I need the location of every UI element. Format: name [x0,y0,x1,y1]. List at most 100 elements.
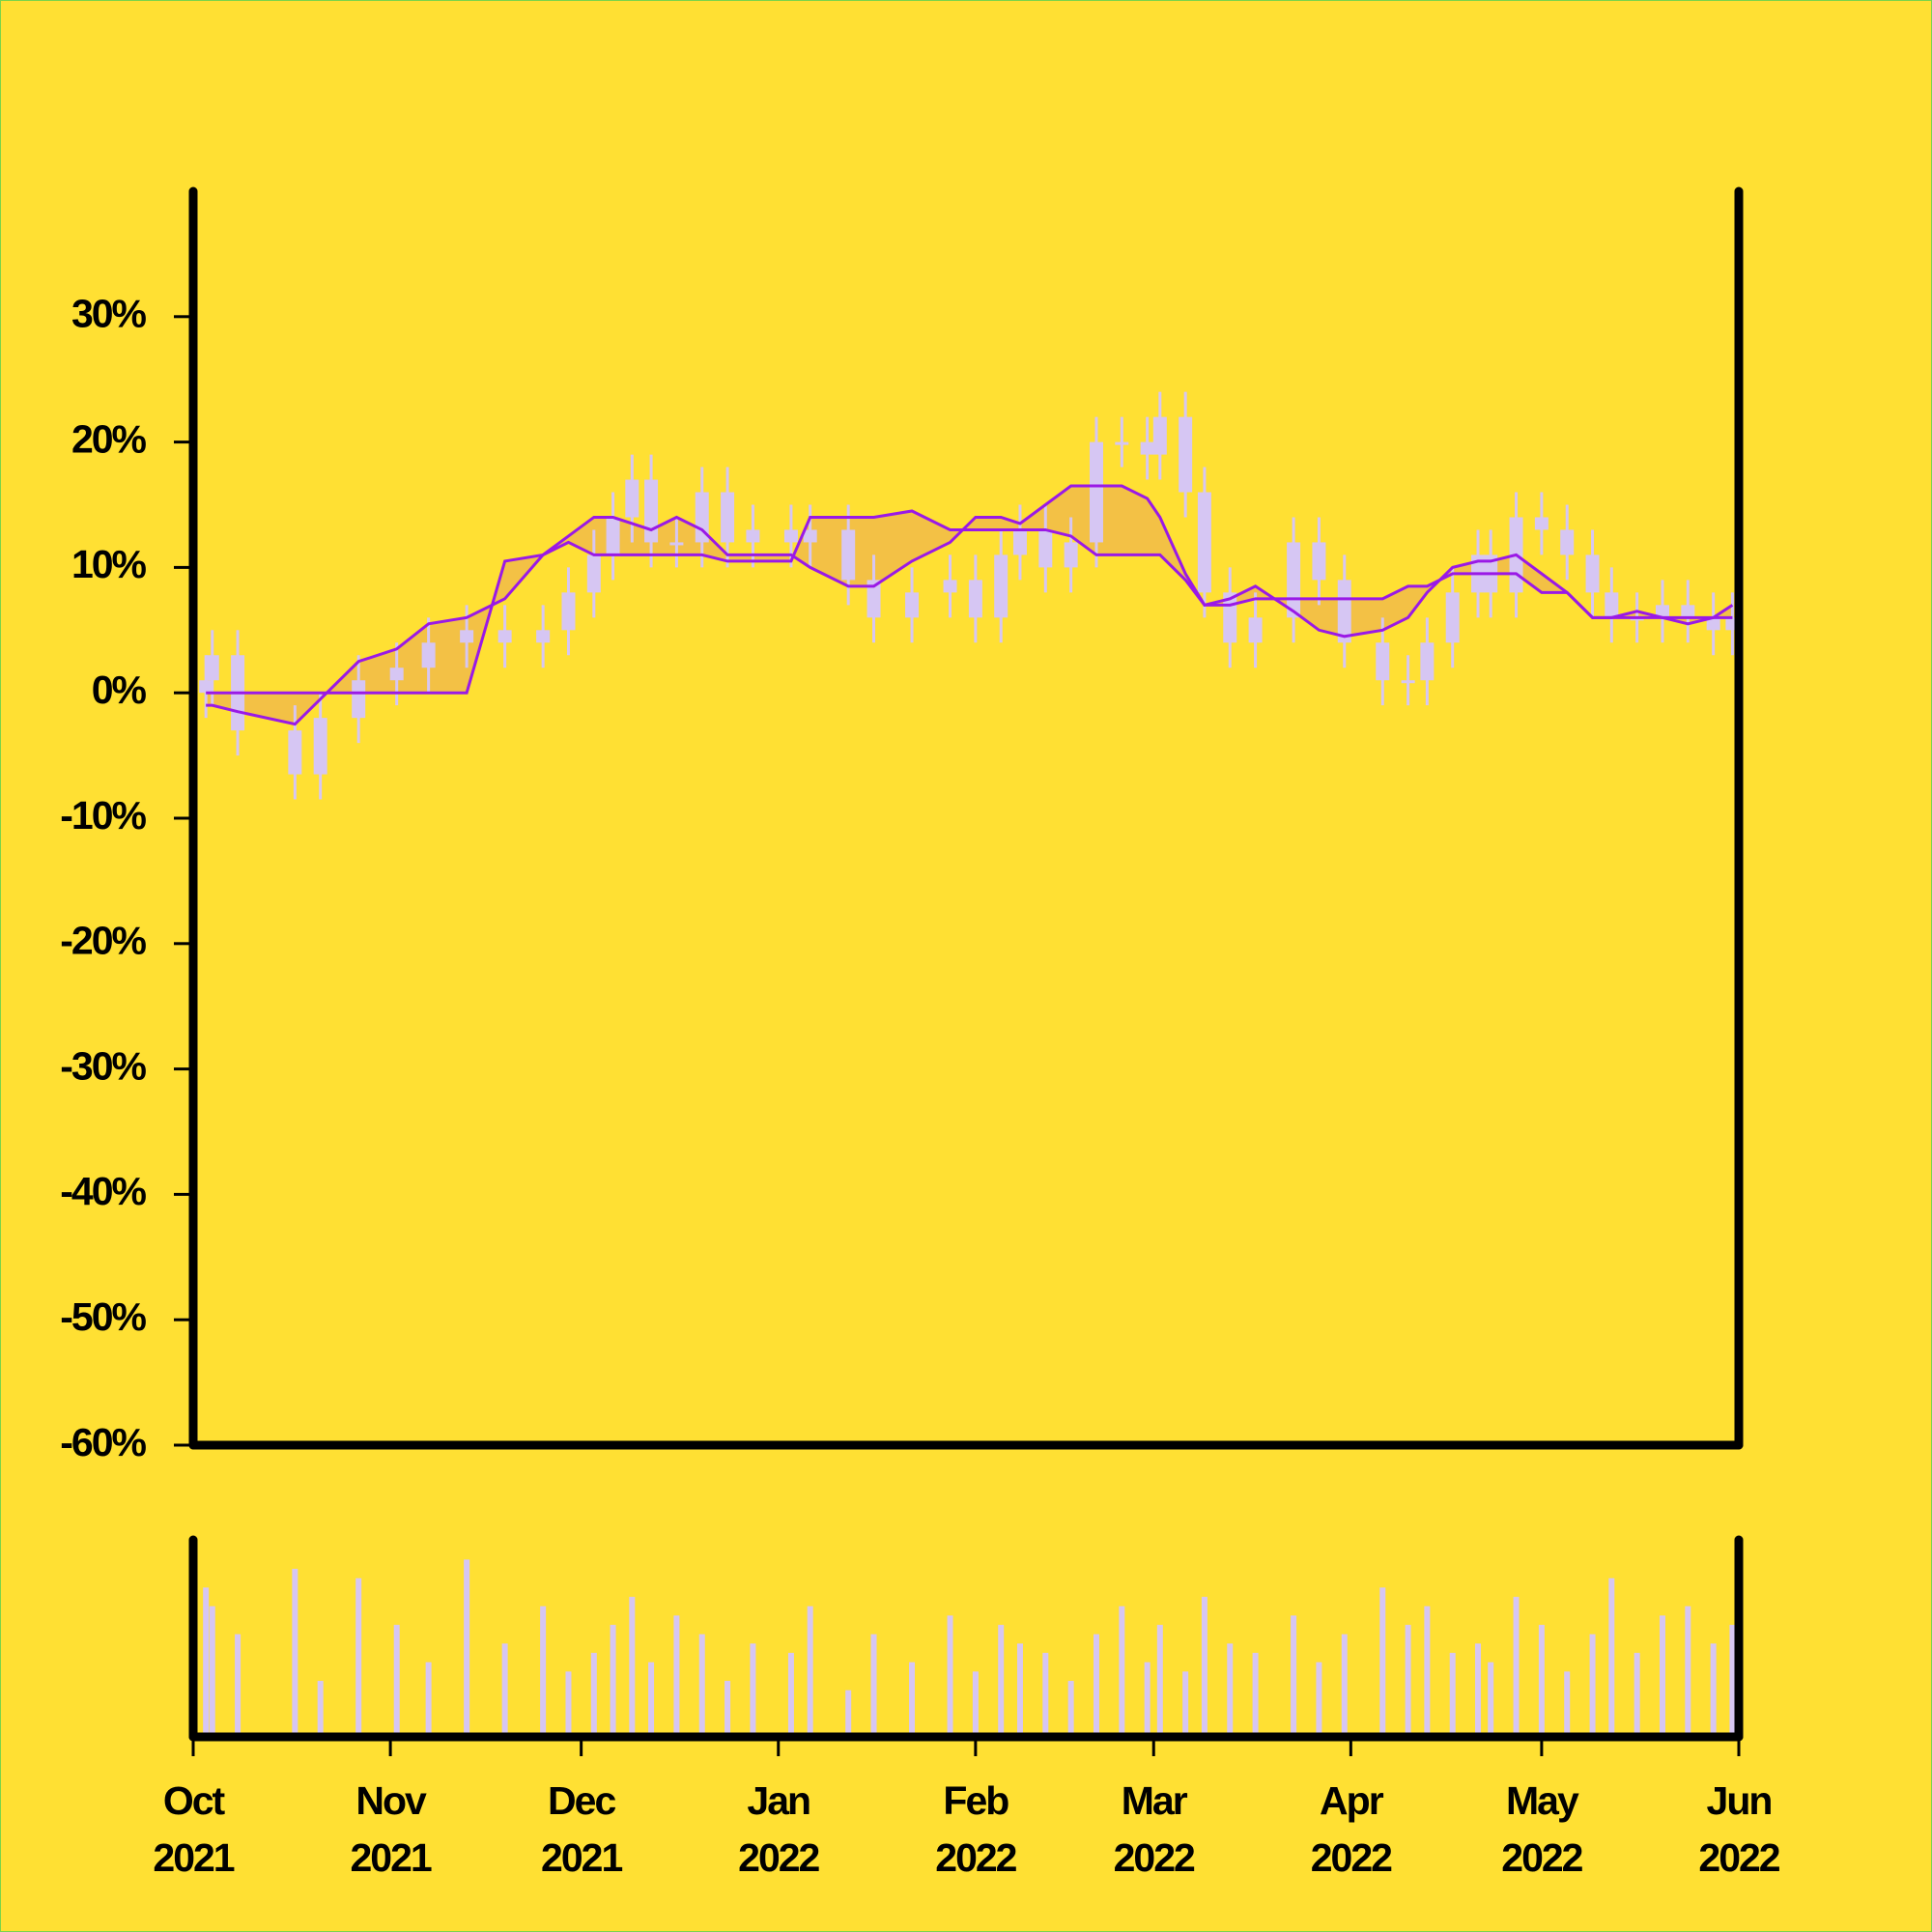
y-tick-label: -50% [60,1294,146,1339]
candle-body [695,492,709,543]
x-tick-label: Oct 2021 [153,1778,234,1880]
candle-body [205,655,219,681]
volume-bar [1201,1597,1208,1737]
candle-body [994,554,1009,618]
candle-body [1681,605,1695,618]
candle-body [783,529,798,543]
candle-body [199,680,213,694]
y-tick-label: -30% [60,1043,146,1088]
volume-bar [807,1605,813,1737]
candle-body [1706,617,1720,631]
volume-bar [1424,1605,1431,1737]
x-tick-label: Nov 2021 [351,1778,432,1880]
indicator-line [206,484,1734,726]
volume-bar [1488,1662,1494,1737]
candle-body [586,554,601,593]
volume-bar [870,1634,877,1737]
candle-body [1337,580,1351,643]
volume-bar [1659,1615,1665,1737]
candle-body [1605,592,1619,618]
candle-body [968,580,982,618]
volume-bar [1156,1625,1163,1737]
volume-bar [1379,1587,1386,1737]
candle-body [1401,680,1415,684]
volume-bar [1341,1634,1348,1737]
candle-body [1585,554,1600,593]
y-tick-label: -10% [60,793,146,838]
candle-body [1064,542,1078,568]
volume-bar [1608,1577,1615,1737]
volume-bar [724,1681,731,1737]
volume-bar [1093,1634,1099,1737]
volume-bar [464,1559,470,1737]
volume-bar [648,1662,655,1737]
volume-bar [501,1643,508,1737]
volume-bar [203,1587,210,1737]
candle-body [644,479,659,543]
candle-body [943,580,957,593]
x-tick-label: Dec 2021 [541,1778,622,1880]
volume-bar [610,1625,616,1737]
candle-body [1655,605,1669,618]
indicator-line [206,509,1733,695]
candle-body [625,479,639,518]
candle-body [841,529,856,581]
candle-body [1115,441,1129,445]
y-tick-label: -20% [60,919,146,963]
volume-bar [590,1653,597,1737]
volume-bar [1144,1662,1151,1737]
volume-bar [292,1569,298,1737]
volume-bar [1182,1671,1189,1737]
cloud-fill [206,486,1733,724]
candle-body [460,630,474,643]
candle-body [497,630,512,643]
candle-body [1140,441,1154,455]
volume-bar [1729,1625,1736,1737]
volume-bar [1538,1625,1545,1737]
volume-bar [1449,1653,1456,1737]
candle-body [536,630,551,643]
volume-bar [1475,1643,1482,1737]
candle-body [721,492,735,543]
candle-body [867,580,881,618]
y-tick-label: 0% [92,668,147,712]
volume-bar [317,1681,324,1737]
volume-bar [1710,1643,1717,1737]
candle-body [1312,542,1326,581]
volume-bar [1016,1643,1023,1737]
candle-body [669,542,684,546]
x-tick-label: Jan 2022 [738,1778,819,1880]
volume-bar [673,1615,680,1737]
volume-bar [1291,1615,1297,1737]
candle-body [1560,529,1575,555]
volume-bar [1067,1681,1074,1737]
candle-body [746,529,760,543]
volume-bar [787,1653,794,1737]
volume-bar [845,1690,852,1737]
candle-body [1197,492,1211,593]
x-tick-label: Apr 2022 [1311,1778,1392,1880]
candle-body [803,529,817,543]
candle-body [561,592,576,631]
x-tick-label: Jun 2022 [1698,1778,1779,1880]
volume-bar [1316,1662,1322,1737]
candle-body [421,642,436,668]
volume-bar [1564,1671,1571,1737]
volume-bar [209,1605,215,1737]
volume-bar [425,1662,432,1737]
candle-body [1152,416,1167,455]
volume-bar [1589,1634,1596,1737]
volume-bar [947,1615,953,1737]
candle-body [1012,529,1027,555]
volume-bar [1119,1605,1125,1737]
candle-body [1287,542,1301,618]
candle-body [1248,617,1263,643]
volume-bar [565,1671,572,1737]
volume-bar [750,1643,756,1737]
volume-bar [393,1625,400,1737]
volume-bar [235,1634,242,1737]
volume-bar [1685,1605,1691,1737]
volume-bar [1042,1653,1049,1737]
